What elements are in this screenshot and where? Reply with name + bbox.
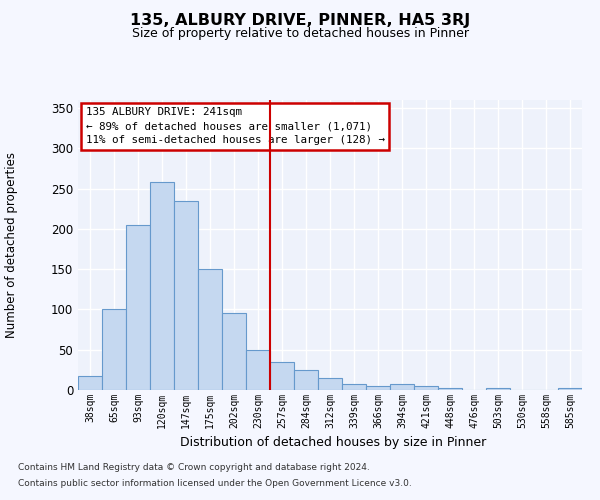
Text: Contains HM Land Registry data © Crown copyright and database right 2024.: Contains HM Land Registry data © Crown c… — [18, 464, 370, 472]
Bar — [486, 388, 510, 390]
Bar — [222, 314, 246, 390]
Bar — [366, 386, 390, 390]
Text: Contains public sector information licensed under the Open Government Licence v3: Contains public sector information licen… — [18, 478, 412, 488]
Bar — [174, 200, 198, 390]
Bar — [102, 310, 126, 390]
Text: Distribution of detached houses by size in Pinner: Distribution of detached houses by size … — [180, 436, 486, 449]
Text: 135, ALBURY DRIVE, PINNER, HA5 3RJ: 135, ALBURY DRIVE, PINNER, HA5 3RJ — [130, 12, 470, 28]
Bar — [246, 350, 270, 390]
Bar — [558, 388, 582, 390]
Bar — [294, 370, 318, 390]
Bar — [150, 182, 174, 390]
Text: 135 ALBURY DRIVE: 241sqm
← 89% of detached houses are smaller (1,071)
11% of sem: 135 ALBURY DRIVE: 241sqm ← 89% of detach… — [86, 108, 385, 146]
Bar — [318, 378, 342, 390]
Text: Number of detached properties: Number of detached properties — [5, 152, 19, 338]
Bar — [126, 225, 150, 390]
Bar — [390, 384, 414, 390]
Bar — [78, 376, 102, 390]
Bar — [198, 269, 222, 390]
Bar — [438, 388, 462, 390]
Bar — [414, 386, 438, 390]
Bar — [342, 384, 366, 390]
Text: Size of property relative to detached houses in Pinner: Size of property relative to detached ho… — [131, 28, 469, 40]
Bar — [270, 362, 294, 390]
